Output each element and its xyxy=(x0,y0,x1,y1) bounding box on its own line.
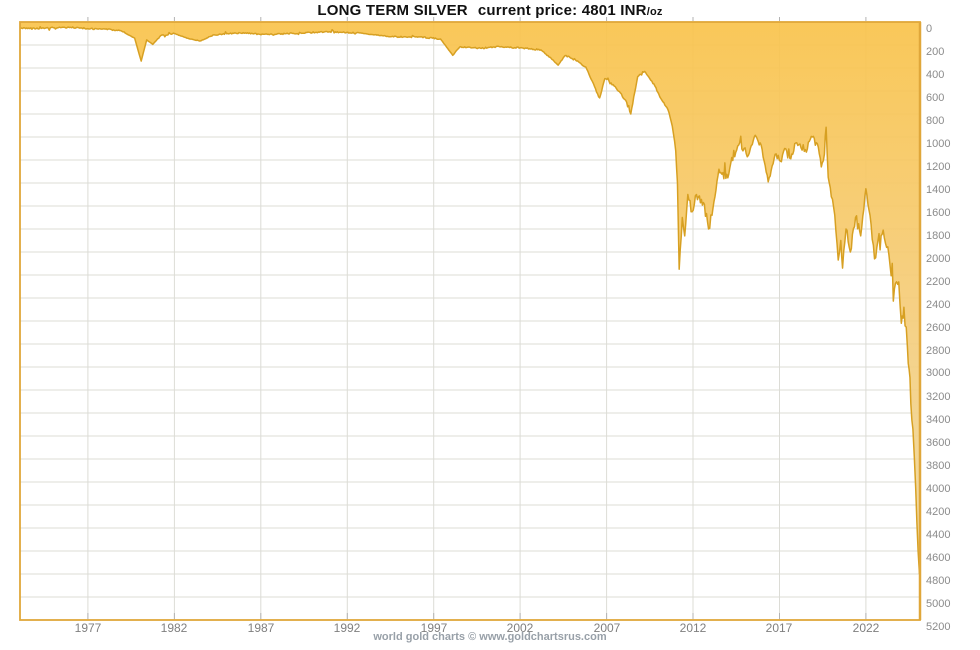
y-axis-label: 200 xyxy=(926,46,945,58)
x-axis-label: 2002 xyxy=(506,621,534,635)
chart-title: LONG TERM SILVER current price: 4801 INR/… xyxy=(0,2,980,22)
x-axis-label: 2007 xyxy=(593,621,621,635)
x-axis-label: 2022 xyxy=(852,621,880,635)
y-axis-label: 5200 xyxy=(926,621,951,633)
y-axis-label: 4000 xyxy=(926,483,951,495)
x-axis-label: 1997 xyxy=(420,621,448,635)
y-axis-label: 1800 xyxy=(926,230,951,242)
x-axis-label: 1987 xyxy=(247,621,275,635)
y-axis-label: 4600 xyxy=(926,552,951,564)
chart-title-instrument: LONG TERM SILVER xyxy=(317,2,468,19)
y-axis-label: 3400 xyxy=(926,414,951,426)
y-axis-label: 4400 xyxy=(926,529,951,541)
y-axis-label: 3800 xyxy=(926,460,951,472)
footer-credit: world gold charts © www.goldchartsrus.co… xyxy=(373,631,607,643)
y-axis-label: 1200 xyxy=(926,161,951,173)
y-axis-label: 2200 xyxy=(926,276,951,288)
y-axis-label: 3200 xyxy=(926,391,951,403)
x-axis-label: 1977 xyxy=(74,621,102,635)
y-axis-label: 3600 xyxy=(926,437,951,449)
y-axis-label: 2000 xyxy=(926,253,951,265)
chart-title-current-price: current price: 4801 INR xyxy=(477,2,647,19)
y-axis-label: 2600 xyxy=(926,322,951,334)
y-axis-label: 600 xyxy=(926,92,945,104)
y-axis-label: 0 xyxy=(926,23,933,35)
x-axis-label: 1982 xyxy=(160,621,188,635)
y-axis-label: 3000 xyxy=(926,367,951,379)
y-axis-label: 400 xyxy=(926,69,945,81)
y-axis-label: 2800 xyxy=(926,345,951,357)
y-axis-label: 1400 xyxy=(926,184,951,196)
price-line xyxy=(20,25,921,575)
y-axis-label: 800 xyxy=(926,115,945,127)
x-axis-label: 1992 xyxy=(333,621,361,635)
y-axis-label: 5000 xyxy=(926,598,951,610)
y-axis-label: 2400 xyxy=(926,299,951,311)
y-axis-label: 4800 xyxy=(926,575,951,587)
price-area xyxy=(20,22,920,575)
grid-layer xyxy=(20,22,920,621)
chart-title-unit: /oz xyxy=(646,6,663,18)
x-axis-label: 2012 xyxy=(679,621,707,635)
y-axis-label: 1600 xyxy=(926,207,951,219)
axis-ticks xyxy=(87,17,867,619)
y-axis-label: 1000 xyxy=(926,138,951,150)
y-axis-label: 4200 xyxy=(926,506,951,518)
x-axis-label: 2017 xyxy=(765,621,793,635)
